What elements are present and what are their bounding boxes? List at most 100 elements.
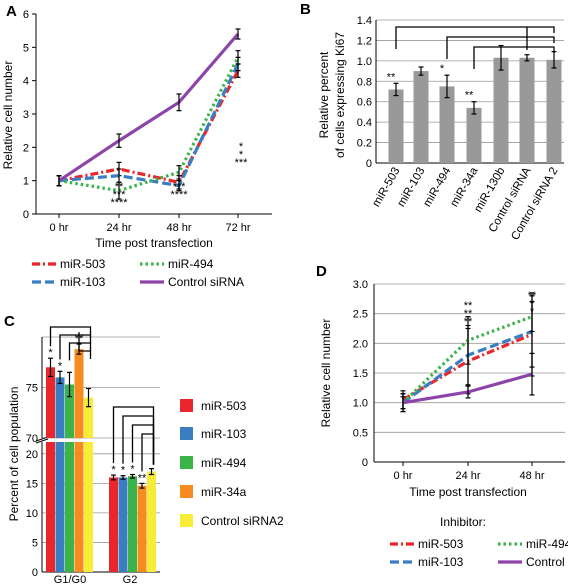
a-series-line-1 xyxy=(58,63,240,188)
panel-label-c: C xyxy=(4,313,15,330)
a-y-tick-label: 4 xyxy=(23,76,29,88)
c-y-tick-label: 15 xyxy=(26,478,38,490)
a-y-axis-title: Relative cell number xyxy=(1,61,15,170)
c-legend-swatch xyxy=(180,485,193,498)
b-y-tick-label: 1.0 xyxy=(357,56,372,68)
b-y-tick-label: 0.6 xyxy=(357,97,372,109)
c-comparison-bracket xyxy=(68,342,92,361)
b-comparison-bracket xyxy=(395,26,555,49)
c-legend-swatch xyxy=(180,456,193,469)
c-bar xyxy=(118,477,128,572)
c-y-tick-label: 20 xyxy=(26,449,38,461)
c-significance-mark: * xyxy=(48,347,53,359)
c-legend-label: miR-494 xyxy=(201,456,247,470)
d-significance-mark: * xyxy=(530,298,535,310)
b-significance-mark: ** xyxy=(465,90,474,102)
d-legend-label: miR-103 xyxy=(418,555,464,569)
c-bar xyxy=(137,485,147,572)
c-bar-lower xyxy=(74,442,84,572)
d-y-tick-label: 0.5 xyxy=(353,427,368,439)
d-y-tick-label: 3.0 xyxy=(353,279,368,291)
a-y-tick-label: 5 xyxy=(23,42,29,54)
b-significance-mark: * xyxy=(440,63,445,75)
a-significance-mark: * xyxy=(239,141,244,153)
d-x-axis-title: Time post transfection xyxy=(409,485,527,499)
c-bar xyxy=(147,471,156,572)
b-bar xyxy=(413,71,429,163)
c-y-tick-label: 75 xyxy=(26,383,38,395)
c-comparison-bracket xyxy=(78,332,92,359)
c-significance-mark: * xyxy=(130,464,135,476)
d-y-tick-label: 2.0 xyxy=(353,338,368,350)
a-series-line-2 xyxy=(58,56,240,193)
a-series-line-0 xyxy=(58,69,240,185)
c-comparison-bracket xyxy=(59,334,92,360)
a-significance-mark: ** xyxy=(115,181,124,193)
b-y-axis-title-line-1: Relative percent xyxy=(317,51,331,138)
c-bar-lower xyxy=(46,442,55,572)
c-significance-mark: * xyxy=(121,465,126,477)
panel-label-b: B xyxy=(300,1,311,18)
a-y-tick-label: 6 xyxy=(23,9,29,21)
b-bar xyxy=(519,57,535,163)
d-significance-mark: ** xyxy=(464,300,473,312)
d-y-axis-title: Relative cell number xyxy=(319,319,333,428)
c-comparison-bracket xyxy=(141,433,155,472)
a-x-tick-label: 24 hr xyxy=(106,222,131,234)
a-x-tick-label: 48 hr xyxy=(166,222,191,234)
chart-d: 0 0.5 1.0 1.5 2.0 2.5 3.0 0 hr 24 hr 48 hr Time po… xyxy=(319,279,568,569)
b-y-tick-label: 0 xyxy=(366,158,372,170)
c-legend-swatch xyxy=(180,427,193,440)
d-significance-mark: * xyxy=(530,306,535,318)
b-bar xyxy=(493,57,509,163)
c-bar xyxy=(128,476,137,572)
a-y-tick-label: 2 xyxy=(23,142,29,154)
c-legend-label: miR-103 xyxy=(201,427,247,441)
panel-label-a: A xyxy=(6,3,17,20)
a-x-tick-label: 0 hr xyxy=(50,222,69,234)
c-significance-mark: * xyxy=(58,360,63,372)
d-legend-title: Inhibitor: xyxy=(440,515,486,529)
c-bar-lower xyxy=(55,442,65,572)
a-x-axis-title: Time post transfection xyxy=(95,236,213,250)
b-significance-mark: ** xyxy=(387,71,396,83)
c-bar-upper xyxy=(65,384,74,438)
a-significance-mark: *** xyxy=(235,157,249,169)
c-bar-lower xyxy=(84,442,93,572)
b-y-tick-label: 0.4 xyxy=(357,117,372,129)
c-legend-label: Control siRNA2 xyxy=(201,514,284,528)
c-legend-swatch xyxy=(180,514,193,527)
b-bar xyxy=(388,89,404,163)
c-bar-lower xyxy=(65,442,74,572)
a-significance-mark: *** xyxy=(113,189,127,201)
b-y-tick-label: 0.2 xyxy=(357,138,372,150)
d-y-tick-label: 1.0 xyxy=(353,398,368,410)
c-comparison-bracket xyxy=(122,415,155,465)
d-legend-label: Control xyxy=(526,555,565,569)
c-legend-swatch xyxy=(180,399,193,412)
d-y-tick-label: 2.5 xyxy=(353,309,368,321)
a-legend-label: miR-103 xyxy=(60,275,106,289)
c-y-tick-label: 70 xyxy=(26,433,38,445)
c-comparison-bracket xyxy=(131,424,155,465)
b-y-tick-label: 0.8 xyxy=(357,76,372,88)
c-bar-upper xyxy=(46,367,55,438)
a-series-line-3 xyxy=(58,32,240,182)
c-x-tick-label: G2 xyxy=(123,574,138,584)
chart-a: 0 1 2 3 4 5 6 0 hr 24 hr 48 hr 72 hr Time post tran… xyxy=(1,9,272,289)
b-y-tick-label: 1.2 xyxy=(357,35,372,47)
a-y-tick-label: 3 xyxy=(23,109,29,121)
b-comparison-bracket xyxy=(446,36,555,59)
a-legend-label: miR-503 xyxy=(60,257,106,271)
a-legend-label: Control siRNA xyxy=(168,275,244,289)
c-legend-label: miR-34a xyxy=(201,485,247,499)
a-significance-mark: * xyxy=(239,149,244,161)
b-y-tick-label: 1.4 xyxy=(357,15,372,27)
c-bar-upper xyxy=(74,349,84,438)
a-legend-label: miR-494 xyxy=(168,257,214,271)
b-bar xyxy=(439,86,455,163)
c-significance-mark: ** xyxy=(138,472,147,484)
c-bar-upper xyxy=(84,397,93,438)
